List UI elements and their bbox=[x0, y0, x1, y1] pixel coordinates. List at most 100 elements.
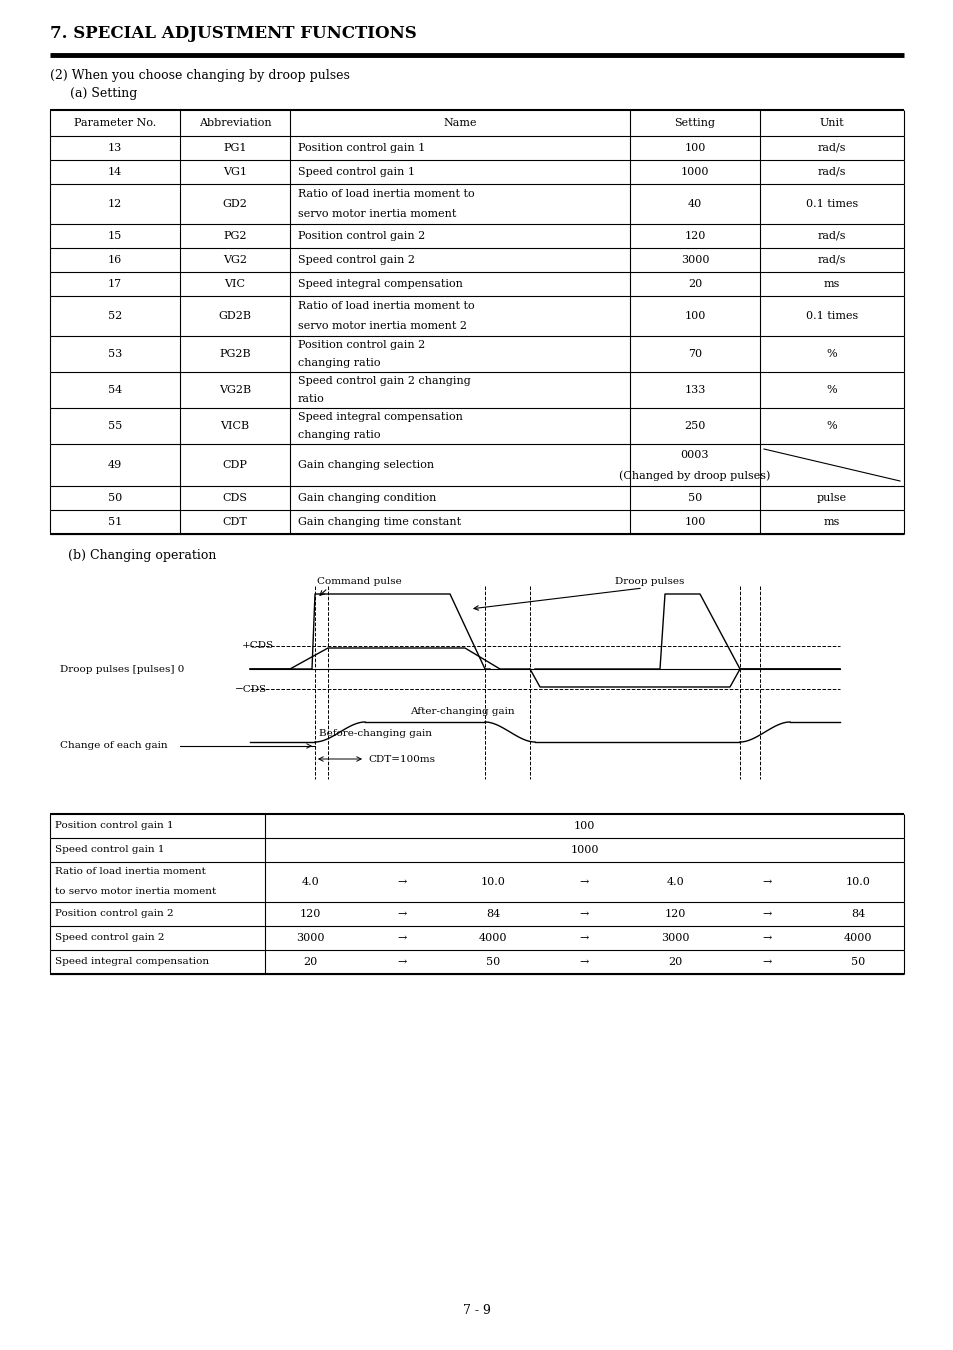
Text: PG1: PG1 bbox=[223, 143, 247, 153]
Text: PG2B: PG2B bbox=[219, 350, 251, 359]
Text: 1000: 1000 bbox=[570, 845, 598, 855]
Text: VIC: VIC bbox=[224, 279, 245, 289]
Text: 13: 13 bbox=[108, 143, 122, 153]
Text: 7. SPECIAL ADJUSTMENT FUNCTIONS: 7. SPECIAL ADJUSTMENT FUNCTIONS bbox=[50, 26, 416, 42]
Text: 12: 12 bbox=[108, 198, 122, 209]
Text: Position control gain 1: Position control gain 1 bbox=[297, 143, 425, 153]
Text: +CDS: +CDS bbox=[242, 641, 274, 651]
Text: 84: 84 bbox=[850, 909, 864, 919]
Text: 49: 49 bbox=[108, 460, 122, 470]
Text: Position control gain 2: Position control gain 2 bbox=[297, 231, 425, 242]
Text: Ratio of load inertia moment to: Ratio of load inertia moment to bbox=[297, 301, 475, 310]
Text: 133: 133 bbox=[683, 385, 705, 396]
Text: 4.0: 4.0 bbox=[666, 878, 684, 887]
Text: Speed control gain 1: Speed control gain 1 bbox=[55, 845, 164, 855]
Text: 250: 250 bbox=[683, 421, 705, 431]
Text: rad/s: rad/s bbox=[817, 255, 845, 265]
Text: 51: 51 bbox=[108, 517, 122, 526]
Text: Ratio of load inertia moment: Ratio of load inertia moment bbox=[55, 868, 206, 876]
Text: Speed control gain 2: Speed control gain 2 bbox=[55, 933, 164, 942]
Text: Change of each gain: Change of each gain bbox=[60, 741, 168, 751]
Text: 100: 100 bbox=[683, 143, 705, 153]
Text: 50: 50 bbox=[850, 957, 864, 967]
Text: Parameter No.: Parameter No. bbox=[73, 117, 156, 128]
Text: Gain changing condition: Gain changing condition bbox=[297, 493, 436, 504]
Text: servo motor inertia moment 2: servo motor inertia moment 2 bbox=[297, 321, 467, 331]
Text: Gain changing selection: Gain changing selection bbox=[297, 460, 434, 470]
Text: VG1: VG1 bbox=[223, 167, 247, 177]
Text: Name: Name bbox=[443, 117, 476, 128]
Text: Speed control gain 2: Speed control gain 2 bbox=[297, 255, 415, 265]
Text: 100: 100 bbox=[573, 821, 595, 832]
Text: Unit: Unit bbox=[819, 117, 843, 128]
Text: 50: 50 bbox=[486, 957, 499, 967]
Text: %: % bbox=[826, 421, 837, 431]
Text: 4000: 4000 bbox=[843, 933, 872, 944]
Text: 10.0: 10.0 bbox=[845, 878, 870, 887]
Text: →: → bbox=[761, 933, 771, 944]
Text: Position control gain 1: Position control gain 1 bbox=[55, 822, 173, 830]
Text: Position control gain 2: Position control gain 2 bbox=[55, 910, 173, 918]
Text: Ratio of load inertia moment to: Ratio of load inertia moment to bbox=[297, 189, 475, 198]
Text: 1000: 1000 bbox=[680, 167, 708, 177]
Text: changing ratio: changing ratio bbox=[297, 358, 380, 369]
Text: →: → bbox=[396, 933, 406, 944]
Text: CDT: CDT bbox=[222, 517, 247, 526]
Text: 0.1 times: 0.1 times bbox=[805, 310, 858, 321]
Text: Setting: Setting bbox=[674, 117, 715, 128]
Text: ms: ms bbox=[823, 279, 840, 289]
Text: 40: 40 bbox=[687, 198, 701, 209]
Text: 20: 20 bbox=[687, 279, 701, 289]
Text: (2) When you choose changing by droop pulses: (2) When you choose changing by droop pu… bbox=[50, 69, 350, 82]
Text: Speed integral compensation: Speed integral compensation bbox=[297, 412, 462, 423]
Text: →: → bbox=[579, 957, 589, 967]
Text: →: → bbox=[579, 933, 589, 944]
Text: rad/s: rad/s bbox=[817, 167, 845, 177]
Text: Speed integral compensation: Speed integral compensation bbox=[297, 279, 462, 289]
Text: (Changed by droop pulses): (Changed by droop pulses) bbox=[618, 470, 770, 481]
Text: GD2: GD2 bbox=[222, 198, 247, 209]
Text: 3000: 3000 bbox=[296, 933, 325, 944]
Text: −CDS: −CDS bbox=[234, 684, 267, 694]
Text: 70: 70 bbox=[687, 350, 701, 359]
Text: Droop pulses: Droop pulses bbox=[615, 576, 683, 586]
Text: 55: 55 bbox=[108, 421, 122, 431]
Text: 100: 100 bbox=[683, 310, 705, 321]
Text: →: → bbox=[579, 909, 589, 919]
Text: →: → bbox=[579, 878, 589, 887]
Text: →: → bbox=[396, 878, 406, 887]
Text: GD2B: GD2B bbox=[218, 310, 252, 321]
Text: 120: 120 bbox=[664, 909, 686, 919]
Text: %: % bbox=[826, 350, 837, 359]
Text: ms: ms bbox=[823, 517, 840, 526]
Text: %: % bbox=[826, 385, 837, 396]
Text: 54: 54 bbox=[108, 385, 122, 396]
Text: VICB: VICB bbox=[220, 421, 250, 431]
Text: pulse: pulse bbox=[816, 493, 846, 504]
Text: After-changing gain: After-changing gain bbox=[410, 707, 514, 717]
Text: 14: 14 bbox=[108, 167, 122, 177]
Text: Speed integral compensation: Speed integral compensation bbox=[55, 957, 209, 967]
Text: 50: 50 bbox=[687, 493, 701, 504]
Text: 52: 52 bbox=[108, 310, 122, 321]
Text: 17: 17 bbox=[108, 279, 122, 289]
Text: 4000: 4000 bbox=[478, 933, 507, 944]
Text: VG2: VG2 bbox=[223, 255, 247, 265]
Text: ratio: ratio bbox=[297, 394, 324, 404]
Text: Droop pulses [pulses] 0: Droop pulses [pulses] 0 bbox=[60, 664, 184, 674]
Text: 0.1 times: 0.1 times bbox=[805, 198, 858, 209]
Text: CDT=100ms: CDT=100ms bbox=[368, 755, 435, 764]
Text: Before-changing gain: Before-changing gain bbox=[318, 729, 432, 738]
Text: (a) Setting: (a) Setting bbox=[70, 86, 137, 100]
Text: PG2: PG2 bbox=[223, 231, 247, 242]
Text: 20: 20 bbox=[303, 957, 317, 967]
Text: to servo motor inertia moment: to servo motor inertia moment bbox=[55, 887, 216, 896]
Text: VG2B: VG2B bbox=[218, 385, 251, 396]
Text: Speed control gain 1: Speed control gain 1 bbox=[297, 167, 415, 177]
Text: →: → bbox=[761, 878, 771, 887]
Text: 120: 120 bbox=[683, 231, 705, 242]
Text: 4.0: 4.0 bbox=[301, 878, 319, 887]
Text: →: → bbox=[396, 957, 406, 967]
Text: 3000: 3000 bbox=[660, 933, 689, 944]
Text: →: → bbox=[396, 909, 406, 919]
